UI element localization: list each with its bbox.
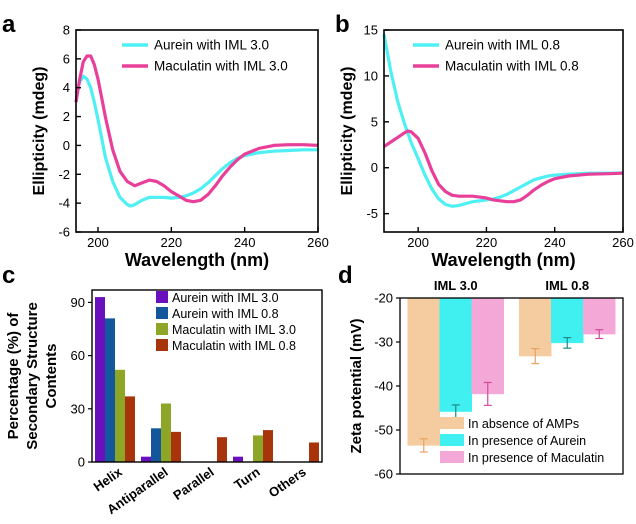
y-tick-label: -4 (58, 196, 70, 211)
y-tick-label: -60 (374, 467, 393, 482)
series-line-1 (383, 129, 624, 204)
y-tick-label: 2 (63, 109, 70, 124)
legend-label: In absence of AMPs (468, 417, 579, 431)
legend-label: In presence of Aurein (468, 434, 586, 448)
legend-swatch (156, 323, 168, 335)
y-tick-label: 4 (63, 80, 70, 95)
legend-label: Maculatin with IML 0.8 (445, 59, 579, 74)
x-axis-title: Wavelength (nm) (431, 250, 575, 270)
y-axis-title: Zeta potential (mV) (348, 318, 365, 453)
plot-frame (75, 29, 319, 233)
bar (471, 297, 504, 395)
bar (233, 456, 243, 462)
legend-label: Aurein with IML 3.0 (172, 291, 279, 305)
y-axis-title-line: Percentage (%) of (5, 312, 22, 440)
chart-panel-b: 200 220 240 260 -5 0 5 10 15 Wavelength (nm) Ellip… (339, 23, 634, 271)
bar (407, 297, 440, 446)
bar (583, 297, 616, 335)
x-category-label: Parallel (170, 464, 217, 503)
y-tick-label: 60 (71, 348, 85, 363)
x-tick-label: 260 (612, 235, 634, 250)
legend-label: In presence of Maculatin (468, 451, 604, 465)
bar (171, 431, 181, 462)
panel-letter-a: a (2, 11, 16, 38)
y-tick-label: -2 (58, 167, 70, 182)
bar (95, 297, 105, 462)
x-category-label: Others (266, 464, 309, 500)
series-line-0 (382, 34, 624, 208)
chart-panel-a: 200 220 240 260 -6 -4 -2 0 2 4 6 8 Wavelength (nm) El… (31, 23, 329, 271)
bar (105, 318, 115, 462)
y-axis-title-line: Secondary Structure (24, 302, 41, 450)
chart-panel-d: IML 3.0 IML 0.8 -60 -50 -40 -30 -20 Zeta potent… (348, 278, 624, 482)
x-tick-label: 240 (234, 235, 256, 250)
y-tick-label: 30 (71, 401, 85, 416)
y-tick-label: 15 (364, 23, 378, 38)
y-tick-label: -40 (374, 379, 393, 394)
legend-label: Maculatin with IML 0.8 (172, 339, 296, 353)
x-tick-label: 240 (544, 235, 566, 250)
y-tick-label: 90 (71, 295, 85, 310)
legend-label: Aurein with IML 0.8 (172, 307, 279, 321)
x-axis-title: Wavelength (nm) (125, 250, 269, 270)
legend-swatch (156, 339, 168, 351)
panel-letter-c: c (2, 262, 15, 289)
x-tick-label: 200 (407, 235, 429, 250)
legend-label: Maculatin with IML 3.0 (172, 323, 296, 337)
bar (141, 456, 151, 462)
y-tick-label: 10 (364, 68, 378, 83)
legend-swatch (440, 434, 464, 446)
legend-swatch (440, 451, 464, 463)
y-tick-label: -30 (374, 335, 393, 350)
y-tick-label: 6 (63, 51, 70, 66)
y-tick-label: -5 (366, 206, 378, 221)
legend-swatch (156, 307, 168, 319)
x-tick-label: 220 (476, 235, 498, 250)
bar (217, 437, 227, 462)
bar (439, 297, 472, 412)
y-axis-title-line: Contents (43, 344, 60, 409)
y-tick-label: 5 (371, 114, 378, 129)
legend-swatch (440, 417, 464, 429)
bar (115, 369, 125, 462)
y-axis-title: Ellipticity (mdeg) (339, 67, 356, 196)
panel-letter-d: d (338, 262, 353, 289)
y-tick-label: -50 (374, 423, 393, 438)
bar (263, 430, 273, 462)
bar (551, 297, 584, 344)
x-category-label: Helix (91, 464, 126, 495)
x-tick-label: 220 (160, 235, 182, 250)
panel-letter-b: b (335, 11, 350, 38)
legend-label: Aurein with IML 0.8 (445, 38, 560, 53)
x-category-label: Turn (231, 464, 263, 492)
x-category-label: IML 3.0 (434, 278, 478, 293)
legend-swatch (156, 291, 168, 303)
y-tick-label: -20 (374, 291, 393, 306)
bar (151, 428, 161, 462)
x-tick-label: 200 (87, 235, 109, 250)
bar (519, 297, 552, 357)
plot-frame (91, 289, 323, 463)
legend-label: Maculatin with IML 3.0 (154, 59, 288, 74)
y-tick-label: -6 (58, 225, 70, 240)
legend-label: Aurein with IML 3.0 (154, 38, 269, 53)
series-line-1 (74, 54, 319, 204)
x-tick-label: 260 (307, 235, 329, 250)
plot-frame (383, 29, 624, 233)
bar (253, 435, 263, 462)
y-tick-label: 8 (63, 23, 70, 38)
bar (309, 442, 319, 462)
bar (161, 403, 171, 462)
y-tick-label: 0 (63, 138, 70, 153)
y-tick-label: 0 (78, 455, 85, 470)
y-axis-title: Ellipticity (mdeg) (31, 67, 48, 196)
bar (125, 396, 135, 462)
y-tick-label: 0 (371, 160, 378, 175)
x-category-label: IML 0.8 (545, 278, 589, 293)
